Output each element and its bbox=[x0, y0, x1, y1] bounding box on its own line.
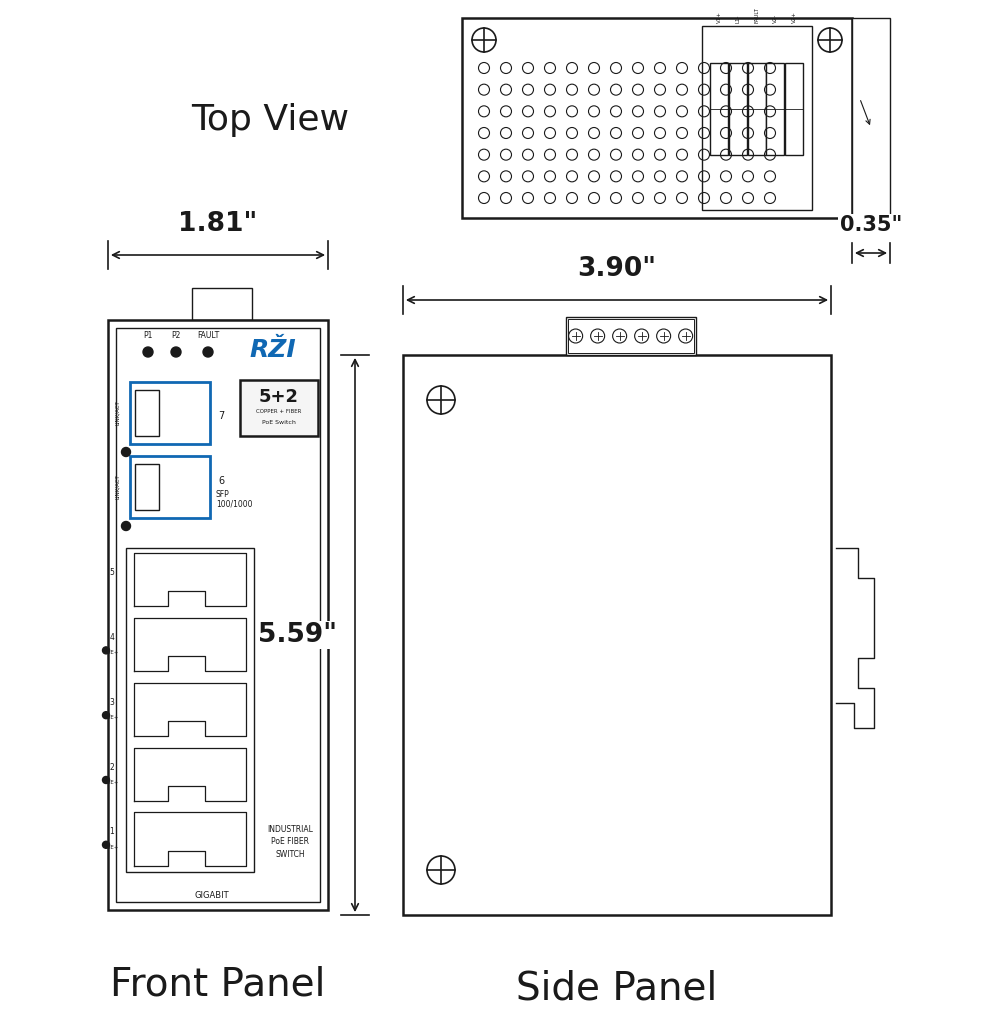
Text: 5: 5 bbox=[109, 568, 114, 578]
Text: 5+2: 5+2 bbox=[258, 388, 299, 406]
Bar bbox=[728, 62, 746, 155]
Text: PoE Switch: PoE Switch bbox=[261, 420, 295, 425]
Text: Front Panel: Front Panel bbox=[110, 965, 325, 1002]
Text: 5.59": 5.59" bbox=[257, 622, 337, 648]
Bar bbox=[130, 456, 210, 518]
Circle shape bbox=[143, 347, 153, 357]
Text: V1+: V1+ bbox=[716, 11, 721, 23]
Text: Side Panel: Side Panel bbox=[516, 970, 717, 1008]
Bar bbox=[403, 355, 830, 915]
Bar bbox=[746, 62, 764, 155]
Bar bbox=[240, 380, 318, 436]
Bar bbox=[784, 62, 802, 155]
Polygon shape bbox=[134, 748, 246, 801]
Text: FAULT: FAULT bbox=[197, 331, 219, 340]
Circle shape bbox=[102, 647, 109, 654]
Bar bbox=[461, 18, 851, 218]
Bar bbox=[116, 328, 320, 902]
Circle shape bbox=[203, 347, 213, 357]
Text: 3: 3 bbox=[109, 697, 114, 707]
Text: L1-: L1- bbox=[735, 14, 740, 23]
Circle shape bbox=[102, 842, 109, 848]
Text: 1: 1 bbox=[109, 827, 114, 837]
Text: V2+: V2+ bbox=[791, 11, 796, 23]
Bar bbox=[567, 319, 693, 353]
Text: PoE+: PoE+ bbox=[104, 650, 119, 655]
Text: 3.90": 3.90" bbox=[577, 256, 656, 282]
Text: 6: 6 bbox=[218, 476, 224, 485]
Bar bbox=[851, 18, 889, 218]
Bar bbox=[130, 382, 210, 444]
Text: PoE+: PoE+ bbox=[104, 845, 119, 850]
Polygon shape bbox=[134, 617, 246, 671]
Text: RŽI: RŽI bbox=[249, 338, 296, 362]
Text: P2: P2 bbox=[171, 331, 181, 340]
Text: V2-: V2- bbox=[772, 13, 777, 23]
Bar bbox=[135, 390, 159, 436]
Text: GIGABIT: GIGABIT bbox=[194, 892, 229, 900]
Text: 4: 4 bbox=[109, 633, 114, 642]
Text: 100/1000: 100/1000 bbox=[216, 500, 252, 509]
Circle shape bbox=[121, 447, 130, 457]
Bar bbox=[135, 464, 159, 510]
Text: PoE+: PoE+ bbox=[104, 716, 119, 720]
Text: PoE+: PoE+ bbox=[104, 780, 119, 785]
Circle shape bbox=[121, 521, 130, 530]
Bar bbox=[126, 548, 253, 872]
Text: 2: 2 bbox=[109, 763, 114, 771]
Bar bbox=[710, 62, 728, 155]
Text: 7: 7 bbox=[218, 411, 224, 421]
Bar bbox=[765, 62, 783, 155]
Bar bbox=[565, 317, 695, 355]
Bar bbox=[108, 319, 328, 910]
Text: Top View: Top View bbox=[191, 103, 349, 137]
Circle shape bbox=[171, 347, 181, 357]
Text: 0.35": 0.35" bbox=[839, 215, 902, 234]
Bar bbox=[192, 288, 251, 319]
Circle shape bbox=[102, 712, 109, 719]
Bar bbox=[702, 26, 811, 210]
Text: LINK/ACT: LINK/ACT bbox=[115, 475, 120, 500]
Polygon shape bbox=[134, 553, 246, 606]
Text: 1.81": 1.81" bbox=[178, 211, 257, 237]
Text: FAULT: FAULT bbox=[753, 7, 758, 23]
Text: COPPER + FIBER: COPPER + FIBER bbox=[256, 409, 301, 414]
Text: SFP: SFP bbox=[216, 489, 230, 499]
Polygon shape bbox=[134, 812, 246, 865]
Text: INDUSTRIAL
PoE FIBER
SWITCH: INDUSTRIAL PoE FIBER SWITCH bbox=[266, 825, 313, 859]
Circle shape bbox=[102, 776, 109, 783]
Text: P1: P1 bbox=[143, 331, 152, 340]
Polygon shape bbox=[134, 683, 246, 736]
Text: LINK/ACT: LINK/ACT bbox=[115, 400, 120, 425]
